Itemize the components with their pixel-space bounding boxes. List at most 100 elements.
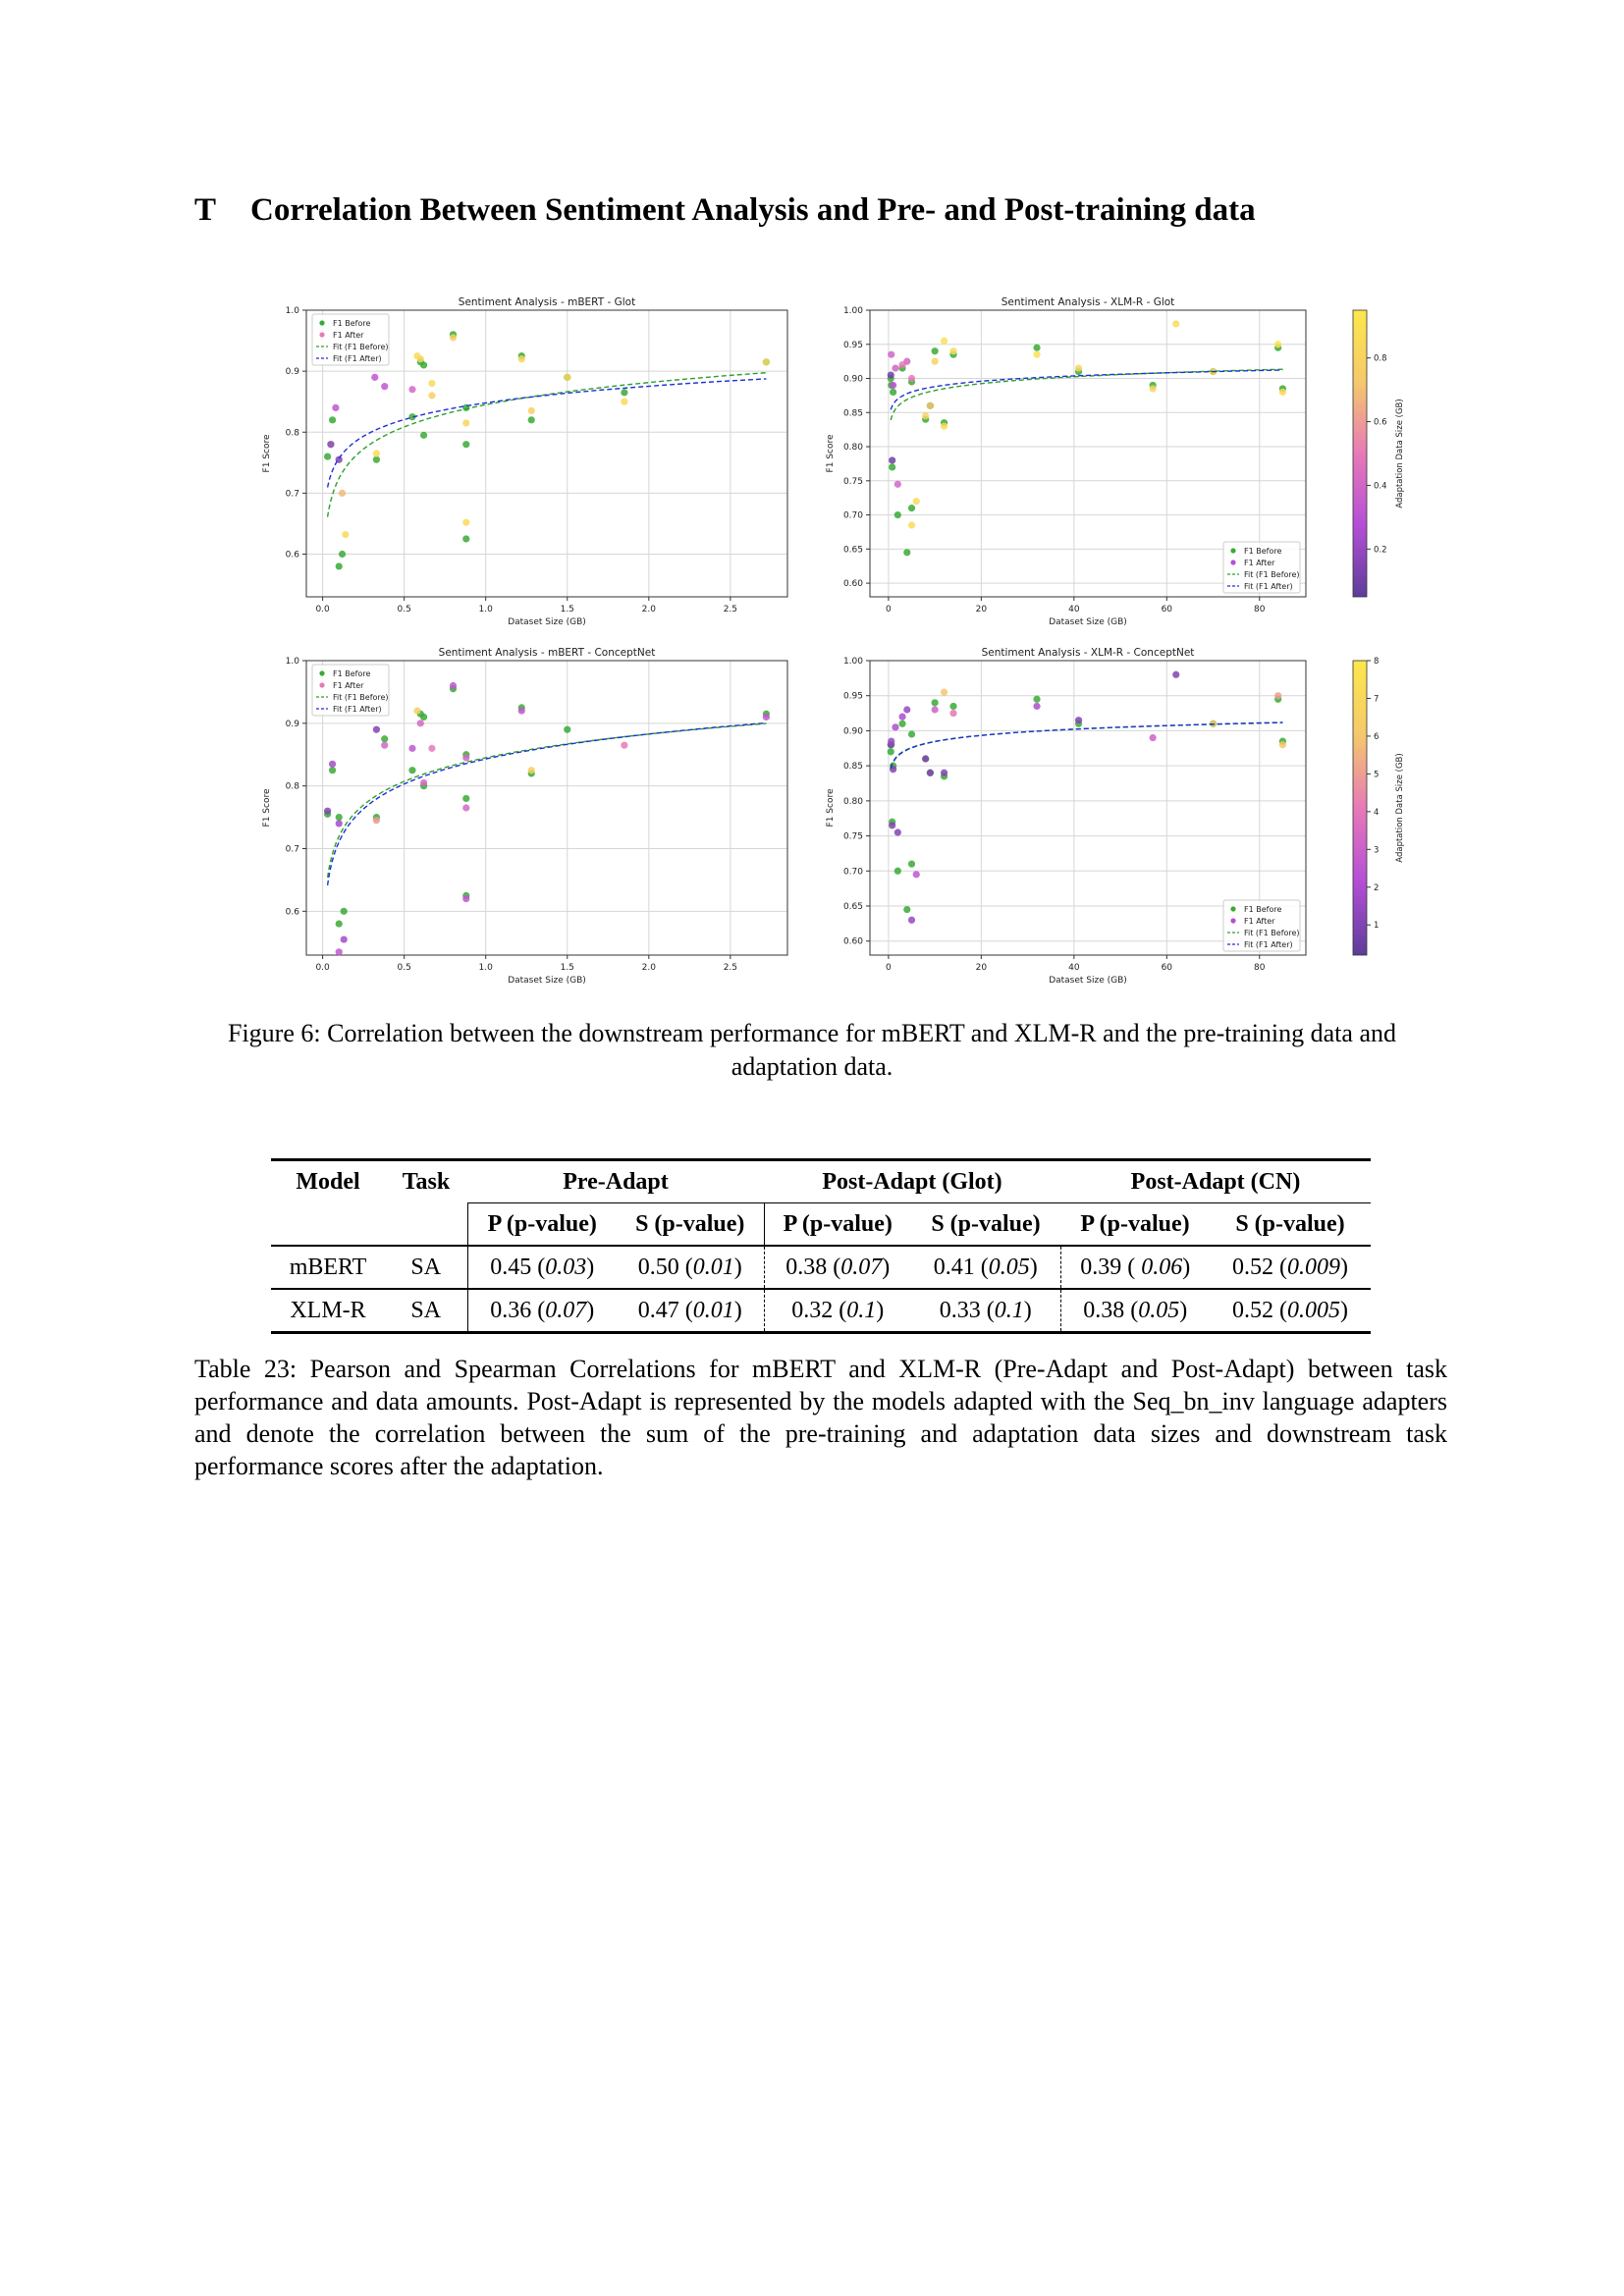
point-f1-after: [922, 412, 930, 420]
point-f1-after: [381, 741, 389, 749]
chart-title: Sentiment Analysis - XLM-R - Glot: [1001, 296, 1175, 308]
y-tick-label: 0.8: [286, 428, 300, 438]
subheader-s: S (p-value): [617, 1202, 764, 1246]
x-axis-label: Dataset Size (GB): [1049, 617, 1127, 626]
y-tick-label: 0.95: [843, 341, 863, 350]
table-cell: 0.50 (0.01): [617, 1245, 764, 1289]
x-tick-label: 2.0: [642, 605, 657, 614]
point-f1-after: [893, 480, 901, 488]
colorbar-tick-label: 1: [1374, 921, 1379, 931]
plot-frame: [305, 309, 788, 598]
point-f1-after: [428, 392, 436, 400]
point-f1-after: [323, 807, 332, 815]
plot-xlmr-glot: 0 20 40 60 80 0.60 0.65 0.70 0.75 0.80 0.85 0.90 0.9…: [826, 296, 1405, 626]
legend-label: F1 Before: [333, 669, 370, 678]
point-f1-after: [949, 347, 957, 355]
point-f1-before: [408, 413, 416, 421]
colorbar-tick-label: 0.4: [1374, 481, 1387, 491]
point-f1-after: [371, 373, 379, 381]
x-tick-label: 80: [1254, 605, 1266, 614]
legend-label: F1 After: [333, 681, 364, 690]
table-cell: 0.45 (0.03): [466, 1245, 617, 1289]
y-tick-label: 0.65: [843, 545, 863, 555]
point-f1-after: [931, 706, 939, 714]
x-tick-label: 0.5: [397, 605, 410, 614]
point-f1-after: [1172, 320, 1180, 328]
table-caption: Table 23: Pearson and Spearman Correlati…: [194, 1355, 1447, 1480]
legend-label: Fit (F1 Before): [1244, 570, 1300, 579]
fit-curve-after: [326, 721, 767, 885]
y-axis-label: F1 Score: [826, 434, 836, 472]
legend-marker-after: [1230, 918, 1236, 924]
point-f1-after: [762, 713, 771, 721]
y-tick-label: 0.75: [843, 832, 863, 842]
y-tick-label: 0.85: [843, 408, 863, 418]
point-f1-after: [328, 760, 337, 768]
point-f1-before: [462, 441, 470, 449]
x-tick-label: 1.5: [561, 605, 574, 614]
point-f1-after: [1074, 717, 1083, 724]
table-cell: 0.39 ( 0.06): [1059, 1245, 1210, 1289]
colorbar-tick-label: 7: [1374, 694, 1379, 704]
point-f1-after: [907, 916, 916, 924]
point-f1-after: [889, 456, 896, 464]
section-title: Correlation Between Sentiment Analysis a…: [250, 192, 1256, 228]
x-axis-label: Dataset Size (GB): [1049, 976, 1127, 985]
point-f1-after: [1149, 385, 1157, 393]
legend-label: Fit (F1 After): [333, 354, 382, 363]
x-tick-label: 80: [1254, 963, 1266, 973]
x-tick-label: 0.5: [397, 963, 410, 973]
legend-marker-before: [1230, 906, 1236, 912]
point-f1-after: [462, 754, 470, 762]
x-tick-label: 20: [976, 605, 988, 614]
point-f1-after: [931, 357, 939, 365]
point-f1-before: [931, 699, 939, 707]
point-f1-before: [907, 860, 916, 868]
plot-mbert-glot: 0.0 0.5 1.0 1.5 2.0 2.5 0.6 0.7 0.8 0.9 1.0 Sentime…: [262, 296, 788, 626]
point-f1-after: [372, 450, 381, 457]
point-f1-after: [462, 419, 470, 427]
results-table: Model Task Pre-Adapt Post-Adapt (Glot) P…: [271, 1158, 1371, 1334]
y-tick-label: 0.65: [843, 902, 863, 912]
table-cell: 0.32 (0.1): [763, 1288, 911, 1334]
y-axis-label: F1 Score: [262, 788, 272, 827]
point-f1-after: [926, 769, 935, 776]
x-tick-label: 40: [1068, 963, 1080, 973]
point-f1-after: [926, 401, 935, 409]
plot-frame: [869, 660, 1307, 956]
point-f1-before: [335, 562, 343, 570]
row-model: XLM-R: [271, 1288, 385, 1334]
colorbar-tick-label: 0.8: [1374, 354, 1387, 364]
y-tick-label: 1.00: [843, 306, 863, 316]
colorbar-tick-label: 2: [1374, 883, 1379, 893]
point-f1-after: [527, 767, 535, 774]
point-f1-after: [381, 383, 389, 391]
y-tick-label: 0.85: [843, 762, 863, 772]
y-tick-label: 1.00: [843, 657, 863, 667]
subheader-p: P (p-value): [466, 1202, 617, 1246]
y-tick-label: 1.0: [286, 657, 300, 667]
point-f1-before: [893, 510, 901, 519]
legend-label: F1 Before: [1244, 547, 1281, 556]
point-f1-after: [887, 371, 894, 379]
colorbar: [1352, 309, 1368, 598]
row-model: mBERT: [271, 1245, 385, 1289]
results-table-wrap: Model Task Pre-Adapt Post-Adapt (Glot) P…: [271, 1158, 1371, 1334]
point-f1-after: [949, 709, 957, 718]
point-f1-after: [907, 521, 916, 529]
point-f1-after: [416, 355, 424, 363]
table-header-row: Model Task Pre-Adapt Post-Adapt (Glot) P…: [271, 1158, 1371, 1203]
subheader-s: S (p-value): [911, 1202, 1060, 1246]
x-axis-label: Dataset Size (GB): [508, 976, 586, 985]
section-heading: T Correlation Between Sentiment Analysis …: [194, 192, 1256, 229]
colorbar-tick-label: 8: [1374, 657, 1379, 667]
point-f1-after: [912, 498, 920, 506]
legend-marker-after: [1230, 560, 1236, 565]
point-f1-before: [931, 347, 939, 355]
point-f1-before: [335, 920, 343, 928]
table-cell: 0.33 (0.1): [911, 1288, 1060, 1334]
point-f1-after: [907, 374, 916, 383]
legend-label: F1 Before: [1244, 905, 1281, 914]
point-f1-after: [898, 713, 906, 721]
figure-6: 0.0 0.5 1.0 1.5 2.0 2.5 0.6 0.7 0.8 0.9 1.0 Sentime…: [218, 283, 1410, 988]
